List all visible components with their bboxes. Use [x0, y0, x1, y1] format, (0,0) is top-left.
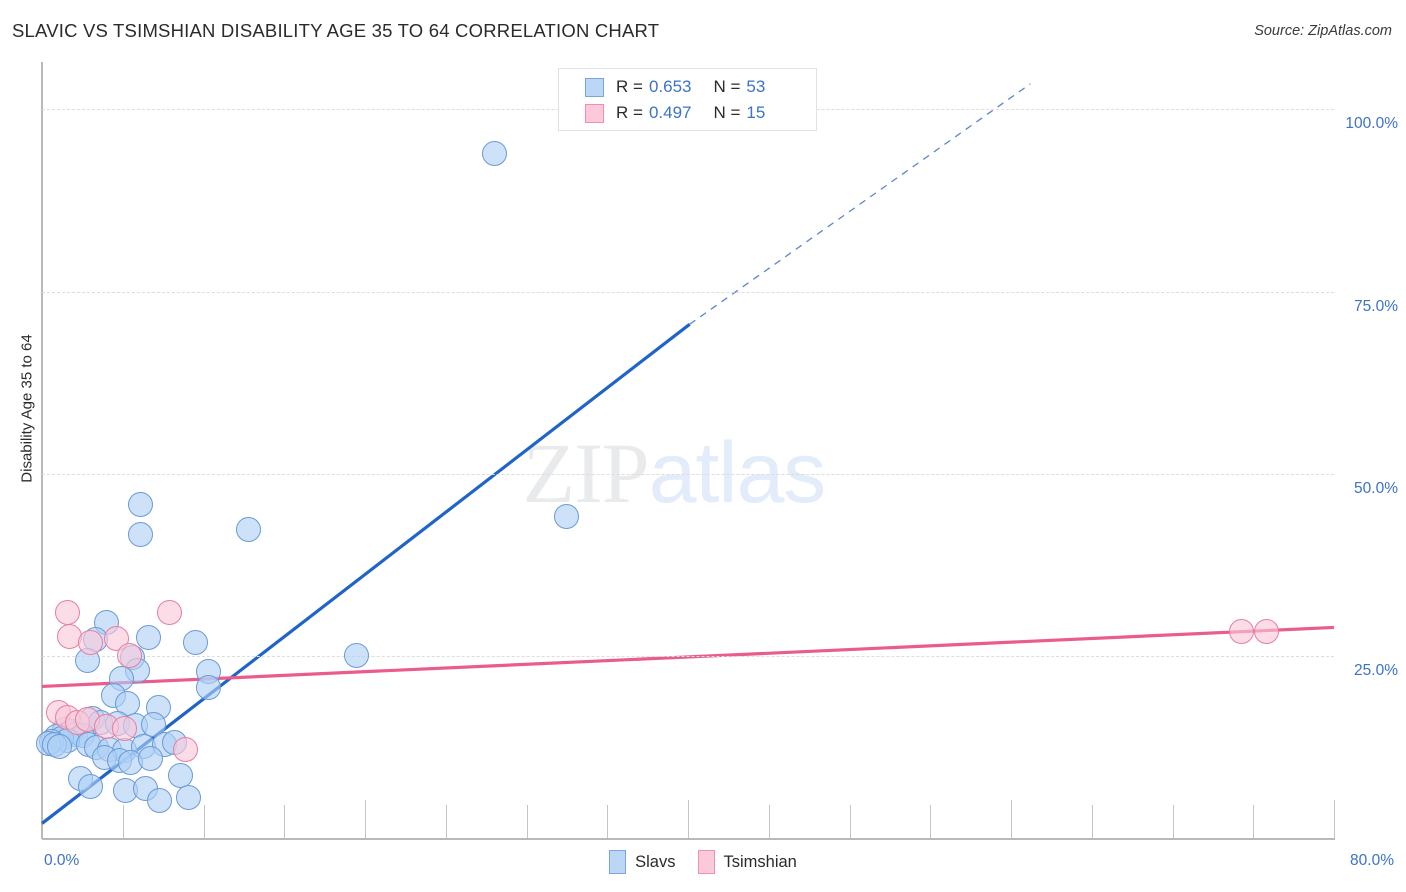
y-axis-tick-label: 25.0% [1354, 661, 1398, 679]
x-axis-tick [607, 805, 609, 838]
x-axis-tick [1172, 805, 1174, 838]
x-axis-tick [122, 805, 124, 838]
legend-item-slavs[interactable]: Slavs [609, 850, 676, 874]
x-axis-max-label: 80.0% [1350, 852, 1394, 869]
source-attribution: Source: ZipAtlas.com [1254, 23, 1392, 39]
legend-color-tsimshian [697, 850, 715, 874]
gridline [42, 655, 1334, 657]
x-axis-tick [1091, 805, 1093, 838]
y-axis-tick-label: 50.0% [1354, 479, 1398, 497]
stats-legend-row-tsimshian: R = 0.497 N = 15 [585, 100, 765, 126]
x-axis-tick [445, 805, 447, 838]
data-point[interactable] [128, 491, 153, 517]
data-point[interactable] [344, 642, 370, 668]
stats-legend: R = 0.653 N = 53 R = 0.497 N = 15 [558, 68, 817, 131]
watermark-atlas: atlas [648, 424, 827, 521]
n-label-slavs: N = [713, 77, 741, 96]
data-point[interactable] [182, 630, 208, 656]
x-axis-tick [930, 805, 932, 838]
r-value-tsimshian: 0.497 [648, 103, 692, 122]
plot-area: ZIPatlas [35, 62, 1335, 838]
y-axis-tick-label: 75.0% [1354, 297, 1398, 315]
stats-legend-row-slavs: R = 0.653 N = 53 [585, 74, 765, 100]
data-point[interactable] [56, 624, 82, 650]
trendlines [41, 83, 1335, 825]
data-point[interactable] [1253, 618, 1279, 644]
r-value-slavs: 0.653 [648, 77, 692, 96]
y-axis-tick-label: 100.0% [1345, 115, 1398, 133]
x-axis-tick [203, 805, 205, 838]
legend-label-tsimshian: Tsimshian [723, 852, 797, 871]
legend-swatch-tsimshian [585, 103, 604, 123]
data-point[interactable] [77, 773, 103, 799]
data-point[interactable] [236, 517, 262, 543]
data-point[interactable] [176, 784, 202, 810]
data-point[interactable] [47, 733, 73, 759]
data-point[interactable] [173, 736, 199, 762]
data-point[interactable] [554, 504, 580, 530]
x-axis-tick [284, 805, 286, 838]
x-axis-tick [768, 805, 770, 838]
gridline [42, 473, 1334, 475]
r-label-tsimshian: R = [616, 103, 643, 122]
x-axis-tick [1253, 805, 1255, 838]
data-point[interactable] [147, 788, 173, 814]
data-point[interactable] [1229, 618, 1255, 644]
data-point[interactable] [128, 522, 153, 548]
data-point[interactable] [55, 599, 81, 625]
data-point[interactable] [157, 599, 183, 625]
n-value-slavs: 53 [746, 77, 766, 96]
data-point[interactable] [137, 746, 163, 772]
trendline-tsimshian [41, 625, 1335, 689]
r-label-slavs: R = [616, 77, 643, 96]
page-title: SLAVIC VS TSIMSHIAN DISABILITY AGE 35 TO… [12, 20, 660, 41]
x-axis-tick [526, 805, 528, 838]
x-axis-tick [1334, 800, 1335, 838]
data-point[interactable] [116, 642, 142, 668]
legend-color-slavs [609, 850, 627, 874]
n-value-tsimshian: 15 [746, 103, 766, 122]
data-point[interactable] [111, 716, 137, 742]
data-point[interactable] [77, 630, 103, 656]
n-label-tsimshian: N = [713, 103, 741, 122]
data-point[interactable] [136, 625, 162, 651]
x-axis-tick [1011, 800, 1012, 838]
x-axis-min-label: 0.0% [44, 852, 80, 869]
x-axis-tick [849, 805, 851, 838]
gridline [42, 291, 1334, 293]
data-point[interactable] [195, 674, 221, 700]
y-axis-title: Disability Age 35 to 64 [18, 334, 36, 483]
legend-swatch-slavs [585, 77, 604, 97]
legend-item-tsimshian[interactable]: Tsimshian [697, 850, 797, 874]
x-axis-tick [688, 800, 689, 838]
legend-label-slavs: Slavs [635, 852, 676, 871]
x-axis-line [42, 838, 1335, 840]
data-point[interactable] [168, 762, 194, 788]
x-axis-tick [365, 800, 366, 838]
watermark-zip: ZIP [522, 424, 650, 521]
series-legend: Slavs Tsimshian [0, 850, 1406, 874]
data-point[interactable] [481, 140, 507, 166]
